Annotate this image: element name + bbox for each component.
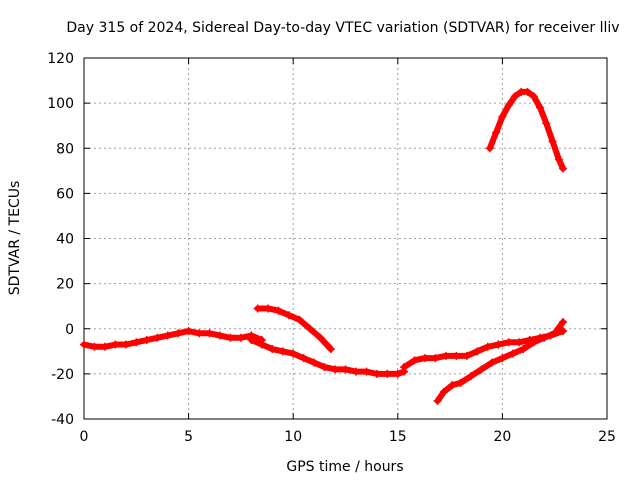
series-track-f-arc [485, 87, 568, 173]
x-tick-label: 10 [284, 429, 302, 445]
series-track-c-short [253, 304, 335, 354]
y-tick-label: 60 [56, 186, 74, 202]
data-point [326, 345, 335, 354]
data-point [559, 317, 568, 326]
data-point-trace [543, 120, 556, 145]
data-point-trace [317, 334, 334, 353]
series-track-b-midday [247, 336, 409, 378]
gridlines [84, 58, 607, 419]
x-axis-label: GPS time / hours [286, 459, 403, 475]
data-point-trace [549, 138, 562, 163]
x-tick-label: 15 [389, 429, 407, 445]
data-point [559, 327, 568, 336]
x-tick-label: 5 [184, 429, 193, 445]
y-tick-label: 80 [56, 141, 74, 157]
x-tick-label: 25 [598, 429, 616, 445]
chart-title: Day 315 of 2024, Sidereal Day-to-day VTE… [66, 20, 619, 36]
data-point-trace [248, 332, 265, 344]
y-tick-label: -40 [51, 412, 74, 428]
x-tick-labels: 0 5 10 15 20 25 [80, 429, 616, 445]
y-axis-label: SDTVAR / TECUs [7, 181, 23, 296]
y-tick-labels: -40 -20 0 20 40 60 80 100 120 [47, 51, 74, 428]
y-tick-label: 20 [56, 277, 74, 293]
data-points [80, 87, 568, 405]
y-tick-label: 0 [65, 322, 74, 338]
data-point [559, 164, 568, 173]
y-tick-label: -20 [51, 367, 74, 383]
x-tick-label: 20 [493, 429, 511, 445]
data-point-trace [551, 318, 567, 337]
y-tick-label: 100 [47, 96, 74, 112]
x-tick-label: 0 [80, 429, 89, 445]
y-tick-label: 120 [47, 51, 74, 67]
axis-ticks [83, 57, 608, 420]
y-tick-label: 40 [56, 232, 74, 248]
series-track-a-early [80, 327, 266, 351]
series-track-e-rising [433, 317, 568, 405]
